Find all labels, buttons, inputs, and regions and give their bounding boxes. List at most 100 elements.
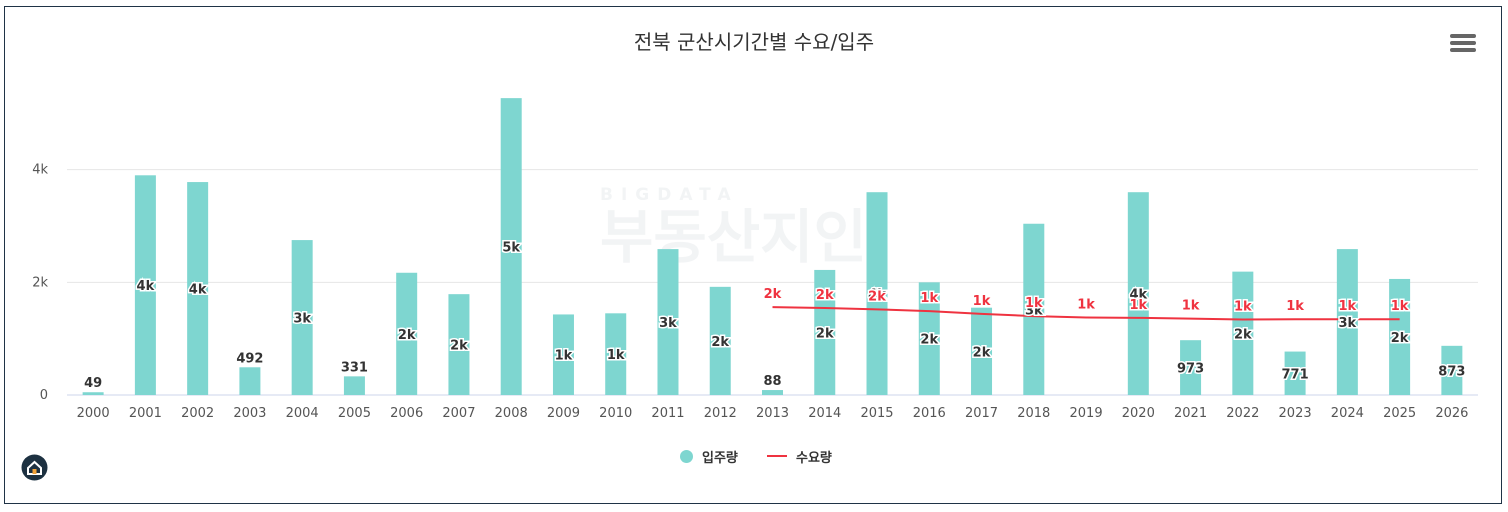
x-tick-label: 2025 <box>1383 406 1416 421</box>
bar <box>762 390 783 395</box>
bar <box>239 367 261 395</box>
legend-label-move-in: 입주량 <box>702 450 738 466</box>
bar-data-label: 2k <box>920 333 938 348</box>
x-tick-label: 2023 <box>1279 406 1312 421</box>
x-tick-label: 2017 <box>965 406 998 421</box>
bar-data-label: 4k <box>189 283 207 298</box>
x-tick-label: 2020 <box>1122 406 1155 421</box>
bar-data-label: 2k <box>1234 327 1252 342</box>
bar <box>657 249 679 395</box>
y-tick-label: 2k <box>32 275 48 290</box>
x-tick-label: 2022 <box>1226 406 1259 421</box>
bar-data-label: 2k <box>1391 331 1409 346</box>
bar <box>134 175 156 395</box>
chart-frame <box>4 6 1502 504</box>
x-tick-label: 2010 <box>599 406 632 421</box>
bar-data-label: 2k <box>816 326 834 341</box>
line-data-label: 1k <box>973 294 991 309</box>
x-tick-label: 2009 <box>547 406 580 421</box>
bar <box>1389 278 1411 395</box>
bar <box>1127 192 1149 395</box>
legend-dot-icon <box>680 449 693 463</box>
bar-data-label: 3k <box>659 316 677 331</box>
bar-data-label: 873 <box>1438 364 1465 379</box>
house-logo-icon[interactable] <box>21 454 48 481</box>
bar <box>187 182 209 395</box>
line-data-label: 1k <box>1182 299 1200 314</box>
bar-data-label: 2k <box>711 335 729 350</box>
x-tick-label: 2013 <box>756 406 789 421</box>
y-tick-label: 4k <box>32 163 48 178</box>
menu-line <box>1450 34 1476 38</box>
x-tick-label: 2014 <box>808 406 841 421</box>
x-tick-label: 2002 <box>181 406 214 421</box>
bar <box>1232 271 1254 395</box>
watermark-big-text: 부동산지인 <box>600 203 867 271</box>
bar <box>814 269 836 395</box>
bar <box>1441 345 1463 395</box>
bar-data-label: 331 <box>341 360 368 375</box>
bar-data-label: 492 <box>236 351 263 366</box>
bar-data-label: 49 <box>84 376 102 391</box>
bar <box>1023 223 1045 395</box>
line-data-label: 2k <box>764 287 782 302</box>
bar-data-label: 1k <box>607 348 625 363</box>
bar <box>1284 351 1306 395</box>
line-data-label: 1k <box>1129 298 1147 313</box>
bar-data-label: 4k <box>868 288 886 303</box>
hamburger-menu-icon[interactable] <box>1450 34 1476 56</box>
line-data-label: 2k <box>816 288 834 303</box>
bar-data-label: 4k <box>1129 288 1147 303</box>
bar-data-label: 3k <box>293 312 311 327</box>
x-tick-label: 2004 <box>286 406 319 421</box>
bar <box>1180 340 1202 395</box>
bar <box>396 272 418 395</box>
line-data-label: 1k <box>920 291 938 306</box>
x-tick-label: 2011 <box>651 406 684 421</box>
demand-line <box>772 306 1400 321</box>
line-data-label: 2k <box>868 289 886 304</box>
x-tick-label: 2006 <box>390 406 423 421</box>
line-data-label: 1k <box>1025 296 1043 311</box>
bar <box>343 376 365 395</box>
x-tick-label: 2018 <box>1017 406 1050 421</box>
line-data-label: 1k <box>1286 299 1304 314</box>
line-data-label: 1k <box>1234 300 1252 315</box>
legend-line-icon <box>767 455 787 457</box>
x-tick-label: 2005 <box>338 406 371 421</box>
watermark: BIGDATA 부동산지인 <box>600 185 945 285</box>
line-data-label: 1k <box>1077 298 1095 313</box>
line-data-label: 1k <box>1391 299 1409 314</box>
legend-label-demand: 수요량 <box>796 450 832 466</box>
x-tick-label: 2021 <box>1174 406 1207 421</box>
bar <box>552 314 574 395</box>
x-tick-label: 2015 <box>860 406 893 421</box>
bar <box>291 240 313 395</box>
legend-item-move-in[interactable]: 입주량 <box>680 446 738 466</box>
bar-data-label: 973 <box>1177 362 1204 377</box>
legend-item-demand[interactable]: 수요량 <box>767 446 832 466</box>
bar-data-label: 771 <box>1282 367 1309 382</box>
x-tick-label: 2001 <box>129 406 162 421</box>
watermark-small-text: BIGDATA <box>600 185 739 205</box>
bar-data-label: 4k <box>137 279 155 294</box>
line-data-label: 1k <box>1339 299 1357 314</box>
bar-data-label: 3k <box>1339 316 1357 331</box>
bar-data-label: 88 <box>763 374 781 389</box>
bar <box>605 313 627 395</box>
bar-data-label: 1k <box>555 349 573 364</box>
bar <box>971 307 993 395</box>
x-tick-label: 2026 <box>1435 406 1468 421</box>
x-tick-label: 2012 <box>704 406 737 421</box>
x-tick-label: 2000 <box>77 406 110 421</box>
menu-line <box>1450 41 1476 45</box>
bar <box>500 98 522 395</box>
bar <box>1336 249 1358 395</box>
bar-data-label: 2k <box>973 345 991 360</box>
bar-data-label: 2k <box>398 328 416 343</box>
x-tick-label: 2003 <box>233 406 266 421</box>
bar-data-label: 3k <box>1025 303 1043 318</box>
bar-data-label: 5k <box>502 241 520 256</box>
bar <box>709 286 731 395</box>
